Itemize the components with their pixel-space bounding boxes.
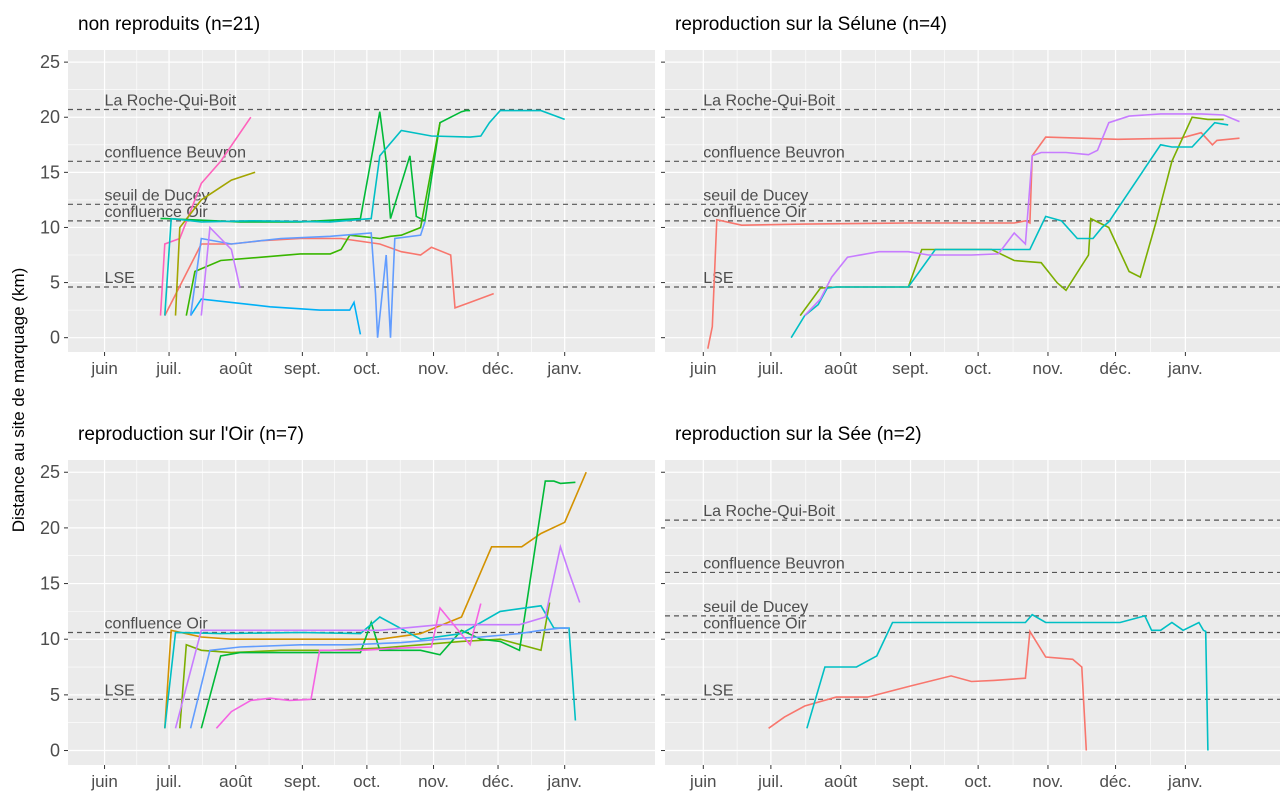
- series-line: [160, 109, 471, 223]
- x-tick-label: juin: [90, 359, 117, 378]
- y-tick-label: 5: [50, 273, 60, 293]
- panel-title: reproduction sur la Sélune (n=4): [675, 14, 947, 35]
- x-tick-label: août: [824, 772, 857, 791]
- x-tick-label: oct.: [964, 772, 991, 791]
- x-tick-label: juil.: [757, 772, 784, 791]
- y-tick-label: 25: [40, 52, 60, 72]
- x-tick-label: déc.: [1099, 772, 1131, 791]
- series-line: [790, 121, 1229, 339]
- x-tick-label: déc.: [1099, 359, 1131, 378]
- series-line: [185, 122, 441, 316]
- reference-label: confluence Beuvron: [703, 144, 844, 161]
- y-tick-label: 0: [50, 328, 60, 348]
- x-tick-label: oct.: [353, 359, 380, 378]
- series-line: [189, 298, 362, 335]
- x-tick-label: août: [219, 359, 252, 378]
- reference-label: La Roche-Qui-Boit: [703, 503, 835, 520]
- series-line: [179, 602, 551, 729]
- panel-title: non reproduits (n=21): [78, 14, 260, 35]
- x-tick-label: nov.: [418, 359, 449, 378]
- reference-label: LSE: [105, 682, 135, 699]
- series-line: [768, 628, 1088, 751]
- series-line: [164, 471, 587, 729]
- panel: non reproduits (n=21) 0 5 10 15 20 25 juin juil.…: [40, 14, 655, 378]
- x-tick-label: août: [219, 772, 252, 791]
- series-line: [159, 116, 252, 316]
- y-tick-label: 20: [40, 107, 60, 127]
- reference-label: seuil de Ducey: [703, 187, 808, 204]
- series-line: [806, 613, 1209, 751]
- reference-label: confluence Beuvron: [105, 144, 246, 161]
- x-tick-label: janv.: [546, 359, 582, 378]
- reference-label: confluence Beuvron: [703, 555, 844, 572]
- reference-label: confluence Oir: [703, 204, 807, 221]
- panel: reproduction sur la Sélune (n=4) juin juil…: [661, 14, 1280, 378]
- x-tick-label: nov.: [418, 772, 449, 791]
- x-tick-label: sept.: [284, 772, 321, 791]
- panel: reproduction sur la Sée (n=2) juin juil. ao…: [661, 424, 1280, 791]
- reference-label: confluence Oir: [105, 204, 209, 221]
- series-line: [215, 603, 482, 729]
- y-tick-label: 10: [40, 629, 60, 649]
- x-tick-label: juin: [689, 772, 716, 791]
- x-tick-label: déc.: [482, 359, 514, 378]
- panel-background: [68, 460, 655, 765]
- series-line: [164, 109, 565, 316]
- reference-label: confluence Oir: [703, 616, 807, 633]
- x-tick-label: juil.: [155, 772, 182, 791]
- reference-label: confluence Oir: [105, 616, 209, 633]
- reference-label: LSE: [703, 682, 733, 699]
- x-tick-label: déc.: [482, 772, 514, 791]
- series-line: [174, 171, 256, 316]
- y-tick-label: 5: [50, 685, 60, 705]
- x-tick-label: juin: [90, 772, 117, 791]
- series-line: [189, 627, 569, 729]
- x-tick-label: sept.: [284, 359, 321, 378]
- y-tick-label: 15: [40, 574, 60, 594]
- panel-title: reproduction sur la Sée (n=2): [675, 424, 922, 445]
- reference-label: LSE: [703, 270, 733, 287]
- panel-background: [665, 460, 1280, 765]
- reference-label: La Roche-Qui-Boit: [703, 93, 835, 110]
- x-tick-label: janv.: [1167, 359, 1203, 378]
- series-line: [200, 480, 576, 729]
- x-tick-label: sept.: [892, 359, 929, 378]
- series-line: [189, 221, 426, 338]
- x-tick-label: janv.: [546, 772, 582, 791]
- y-tick-label: 20: [40, 518, 60, 538]
- x-tick-label: août: [824, 359, 857, 378]
- panel-title: reproduction sur l'Oir (n=7): [78, 424, 304, 445]
- series-line: [804, 113, 1240, 317]
- reference-label: seuil de Ducey: [703, 599, 808, 616]
- panel: reproduction sur l'Oir (n=7) 0 5 10 15 20 25 ju…: [40, 424, 655, 791]
- y-tick-label: 0: [50, 741, 60, 761]
- y-tick-label: 15: [40, 162, 60, 182]
- y-axis-label: Distance au site de marquage (km): [9, 268, 28, 533]
- x-tick-label: juil.: [757, 359, 784, 378]
- series-line: [707, 131, 1240, 349]
- x-tick-label: nov.: [1033, 359, 1064, 378]
- series-line: [174, 543, 581, 729]
- reference-label: La Roche-Qui-Boit: [105, 93, 237, 110]
- panel-background: [665, 50, 1280, 352]
- series-line: [200, 225, 241, 316]
- x-tick-label: juin: [689, 359, 716, 378]
- x-tick-label: oct.: [353, 772, 380, 791]
- reference-label: LSE: [105, 270, 135, 287]
- x-tick-label: juil.: [155, 359, 182, 378]
- x-tick-label: nov.: [1033, 772, 1064, 791]
- y-tick-label: 25: [40, 462, 60, 482]
- reference-label: seuil de Ducey: [105, 187, 210, 204]
- x-tick-label: oct.: [964, 359, 991, 378]
- x-tick-label: sept.: [892, 772, 929, 791]
- x-tick-label: janv.: [1167, 772, 1203, 791]
- y-tick-label: 10: [40, 217, 60, 237]
